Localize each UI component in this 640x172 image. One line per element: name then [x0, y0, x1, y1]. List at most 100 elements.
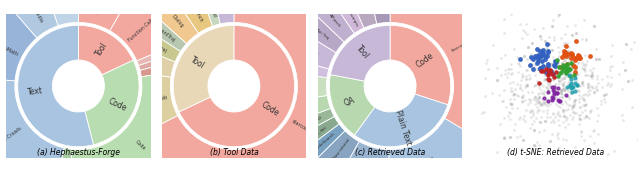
- Wedge shape: [0, 5, 37, 81]
- Point: [600, 93, 611, 95]
- Point: [569, 110, 579, 113]
- Point: [628, 41, 639, 44]
- Point: [566, 155, 577, 158]
- Wedge shape: [330, 75, 375, 135]
- Point: [572, 112, 582, 114]
- Point: [558, 108, 568, 111]
- Point: [508, 81, 518, 84]
- Point: [543, 73, 553, 76]
- Point: [525, 110, 535, 113]
- Text: API Traj: API Traj: [149, 40, 168, 53]
- Point: [602, 84, 612, 87]
- Point: [560, 94, 570, 97]
- Text: unity_api: unity_api: [309, 125, 327, 139]
- Point: [554, 12, 564, 15]
- Point: [536, 69, 547, 72]
- Point: [585, 69, 595, 72]
- Point: [527, 91, 537, 94]
- Point: [536, 10, 546, 13]
- Point: [541, 116, 552, 119]
- Point: [503, 68, 513, 70]
- Point: [557, 111, 568, 114]
- Point: [566, 88, 577, 90]
- Point: [456, 16, 467, 19]
- Point: [536, 47, 547, 50]
- Point: [591, 57, 602, 60]
- Point: [499, 18, 509, 21]
- Point: [524, 74, 534, 77]
- Point: [579, 117, 589, 120]
- Point: [542, 111, 552, 114]
- Point: [546, 67, 556, 70]
- Point: [547, 64, 557, 67]
- Point: [538, 63, 548, 66]
- Point: [515, 115, 525, 118]
- Point: [564, 85, 574, 88]
- Point: [539, 97, 549, 100]
- Point: [566, 86, 577, 88]
- Text: starcoder-apis: starcoder-apis: [291, 119, 323, 141]
- Point: [597, 86, 607, 88]
- Point: [532, 82, 543, 84]
- Point: [568, 103, 579, 106]
- Point: [605, 76, 616, 78]
- Point: [523, 103, 533, 106]
- Point: [506, 68, 516, 70]
- Text: PyPI: PyPI: [428, 156, 435, 165]
- Point: [530, 63, 540, 66]
- Point: [550, 67, 561, 70]
- Point: [593, 82, 603, 85]
- Point: [544, 76, 554, 79]
- Point: [543, 90, 553, 93]
- Point: [512, 56, 522, 58]
- Wedge shape: [314, 131, 359, 172]
- Point: [556, 88, 566, 91]
- Wedge shape: [198, 0, 220, 26]
- Point: [544, 78, 554, 80]
- Point: [552, 63, 563, 66]
- Point: [577, 83, 588, 85]
- Point: [545, 69, 555, 71]
- Point: [569, 100, 579, 103]
- Point: [578, 93, 588, 96]
- Point: [550, 76, 561, 78]
- Point: [597, 77, 607, 80]
- Point: [552, 149, 563, 152]
- Point: [564, 90, 575, 93]
- Point: [520, 55, 530, 57]
- Point: [563, 55, 573, 58]
- Point: [563, 52, 573, 55]
- Point: [509, 129, 519, 131]
- Point: [555, 96, 565, 99]
- Point: [559, 77, 570, 80]
- Wedge shape: [85, 60, 139, 145]
- Point: [547, 68, 557, 71]
- Point: [483, 67, 493, 70]
- Point: [574, 90, 584, 92]
- Point: [554, 123, 564, 126]
- Point: [534, 97, 545, 100]
- Point: [541, 99, 552, 101]
- Point: [534, 144, 545, 147]
- Point: [569, 74, 579, 77]
- Point: [576, 95, 586, 98]
- Point: [534, 56, 544, 59]
- Point: [554, 99, 564, 102]
- Point: [534, 35, 545, 38]
- Point: [492, 150, 502, 153]
- Point: [511, 136, 522, 138]
- Point: [547, 92, 557, 95]
- Point: [591, 47, 602, 50]
- Point: [552, 132, 563, 134]
- Point: [518, 99, 528, 102]
- Point: [571, 74, 581, 77]
- Wedge shape: [127, 71, 177, 136]
- Point: [585, 54, 595, 57]
- Point: [538, 51, 548, 54]
- Point: [563, 41, 573, 44]
- Wedge shape: [305, 124, 345, 161]
- Point: [561, 139, 571, 142]
- Point: [562, 63, 572, 65]
- Point: [554, 65, 564, 68]
- Point: [563, 123, 573, 126]
